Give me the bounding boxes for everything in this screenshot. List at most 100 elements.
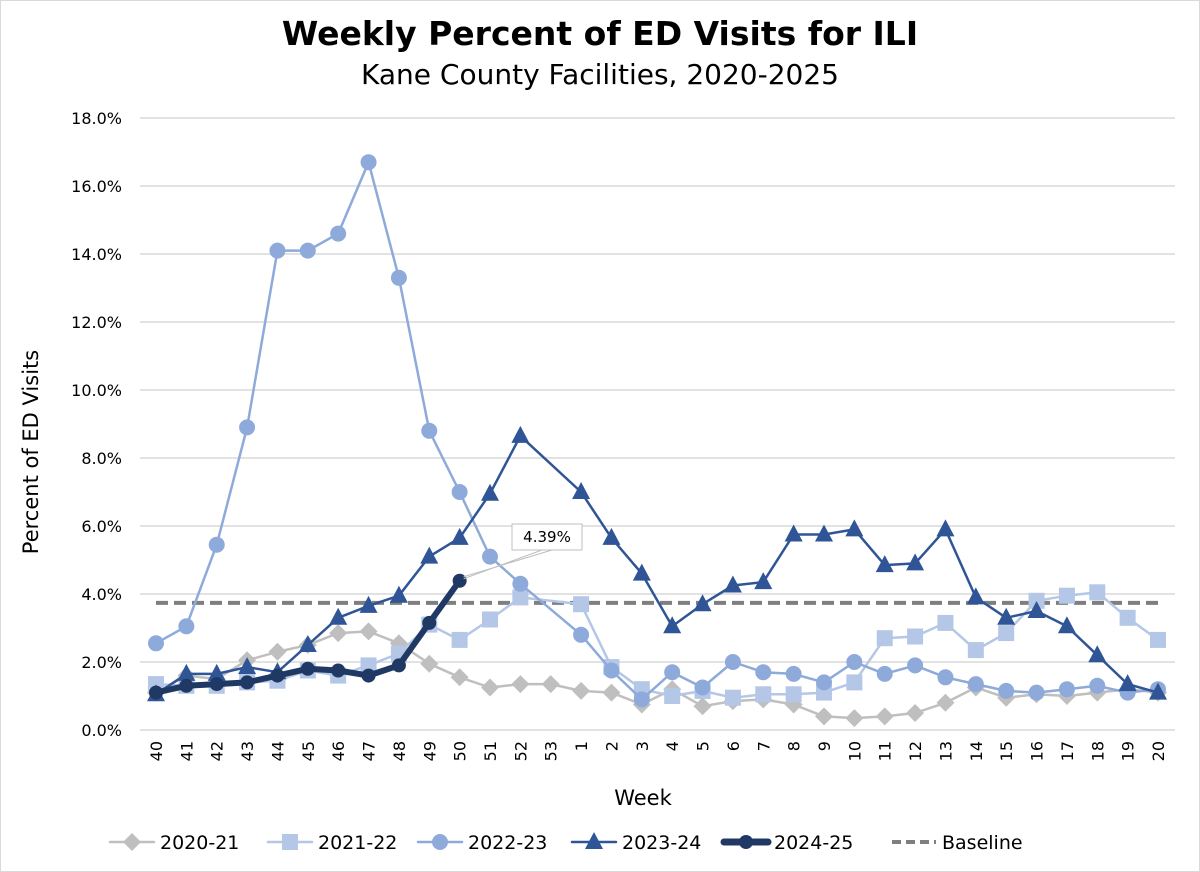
- marker-triangle: [329, 607, 348, 625]
- marker-diamond: [845, 709, 864, 728]
- legend-item-2022-23: 2022-23: [416, 832, 547, 854]
- marker-square: [785, 686, 802, 703]
- marker-circle: [331, 663, 346, 678]
- legend-item-Baseline: Baseline: [892, 832, 1023, 854]
- x-tick-label: 20: [1149, 741, 1168, 761]
- marker-circle: [330, 225, 347, 242]
- y-axis-label: Percent of ED Visits: [19, 350, 43, 554]
- x-axis-ticks: 40 41 42 43 44 45 46 47 48 49 50 51 52 53 1 2 3 4 5 6 7 8 9 10 1…: [147, 741, 1168, 761]
- marker-circle: [482, 548, 498, 565]
- marker-circle: [178, 618, 195, 635]
- marker-triangle: [481, 483, 499, 501]
- marker-circle: [300, 661, 315, 676]
- marker-circle: [573, 626, 590, 643]
- x-tick-label: 16: [1028, 741, 1047, 761]
- marker-triangle: [1057, 616, 1076, 634]
- y-tick-label: 12.0%: [71, 313, 122, 332]
- marker-triangle: [602, 527, 621, 545]
- series-line: [154, 630, 1160, 720]
- x-tick-label: 45: [299, 741, 318, 761]
- marker-circle: [179, 678, 194, 693]
- annotation-layer: 4.39%: [463, 523, 583, 580]
- marker-circle: [1058, 681, 1075, 698]
- marker-circle: [390, 269, 407, 286]
- marker-triangle: [450, 527, 469, 545]
- marker-triangle: [784, 524, 803, 542]
- y-tick-label: 6.0%: [81, 517, 122, 536]
- x-tick-label: 3: [633, 741, 652, 751]
- y-tick-label: 16.0%: [71, 177, 122, 196]
- marker-triangle: [663, 616, 682, 634]
- y-tick-label: 4.0%: [81, 585, 122, 604]
- marker-circle: [299, 242, 316, 259]
- marker-circle: [876, 665, 893, 682]
- marker-triangle: [997, 607, 1016, 625]
- x-tick-label: 41: [177, 741, 196, 761]
- series-2024-25: [149, 573, 467, 700]
- marker-circle: [739, 835, 753, 849]
- marker-diamond: [420, 654, 439, 673]
- y-tick-label: 8.0%: [81, 449, 122, 468]
- marker-circle: [816, 674, 832, 691]
- marker-square: [907, 628, 924, 645]
- callout-box: [511, 523, 583, 551]
- x-tick-label: 47: [360, 741, 379, 761]
- marker-circle: [1028, 684, 1045, 701]
- legend-label: 2020-21: [160, 832, 239, 854]
- x-tick-label: 48: [390, 741, 409, 761]
- marker-diamond: [875, 707, 894, 726]
- marker-square: [482, 611, 498, 628]
- marker-circle: [452, 573, 467, 588]
- x-tick-label: 40: [147, 741, 166, 761]
- x-tick-label: 19: [1119, 741, 1138, 761]
- marker-circle: [998, 682, 1015, 699]
- marker-square: [967, 642, 984, 659]
- marker-circle: [633, 691, 650, 708]
- marker-circle: [209, 677, 224, 692]
- marker-circle: [208, 536, 225, 553]
- y-axis-ticks: 0.0% 2.0% 4.0% 6.0% 8.0% 10.0% 12.0% 14.0% 16.0%…: [71, 109, 122, 740]
- marker-circle: [967, 676, 984, 693]
- legend-item-2020-21: 2020-21: [108, 832, 239, 854]
- legend-label: 2022-23: [468, 832, 547, 854]
- marker-square: [1089, 584, 1106, 601]
- marker-triangle: [815, 524, 833, 542]
- marker-diamond: [450, 668, 469, 687]
- marker-square: [937, 614, 954, 631]
- marker-diamond: [359, 622, 378, 641]
- x-tick-label: 5: [694, 741, 713, 751]
- callout-label: 4.39%: [523, 528, 571, 546]
- x-tick-label: 53: [542, 741, 561, 761]
- marker-triangle: [632, 563, 651, 581]
- x-tick-label: 17: [1058, 741, 1077, 761]
- x-tick-label: 4: [663, 741, 682, 751]
- marker-diamond: [602, 683, 621, 702]
- legend: 2020-21 2021-22 2022-23 2023-24 2024-25 Basel…: [108, 832, 1023, 854]
- chart-title: Weekly Percent of ED Visits for ILI: [281, 14, 919, 53]
- marker-square: [282, 834, 298, 850]
- marker-circle: [937, 669, 954, 686]
- marker-square: [1028, 592, 1045, 609]
- marker-circle: [755, 664, 772, 681]
- marker-triangle: [693, 594, 712, 612]
- x-tick-label: 52: [511, 741, 530, 761]
- x-tick-label: 51: [481, 741, 500, 761]
- marker-square: [755, 686, 772, 703]
- marker-circle: [360, 154, 377, 171]
- marker-triangle: [1149, 682, 1167, 700]
- marker-diamond: [541, 675, 560, 694]
- marker-circle: [724, 654, 741, 670]
- marker-square: [876, 630, 893, 647]
- gridlines: [140, 117, 1175, 731]
- x-tick-label: 11: [876, 741, 895, 761]
- marker-square: [573, 596, 590, 613]
- marker-triangle: [906, 553, 925, 571]
- marker-triangle: [966, 587, 985, 605]
- y-tick-label: 2.0%: [81, 653, 122, 672]
- legend-label: 2024-25: [774, 832, 853, 854]
- marker-diamond: [268, 642, 287, 661]
- marker-circle: [269, 242, 286, 259]
- marker-circle: [422, 615, 437, 630]
- marker-square: [998, 625, 1015, 642]
